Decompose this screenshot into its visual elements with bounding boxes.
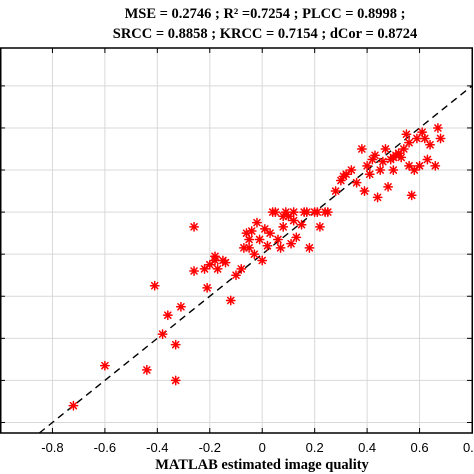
data-point (212, 263, 223, 274)
x-tick-label: 0.4 (358, 440, 376, 455)
data-point (252, 217, 262, 228)
data-point (419, 133, 430, 144)
data-point (259, 223, 270, 234)
data-point (377, 156, 388, 167)
data-point (396, 152, 407, 163)
data-point (246, 226, 257, 236)
data-point (414, 160, 425, 171)
x-tick-label: 0.6 (411, 440, 429, 455)
data-point (335, 175, 346, 186)
data-point (435, 133, 446, 144)
data-point (175, 301, 186, 312)
x-axis-label: MATLAB estimated image quality (155, 457, 369, 473)
data-point (220, 257, 231, 268)
data-point (275, 242, 286, 253)
data-point (262, 240, 273, 251)
data-point (312, 207, 323, 218)
data-point (68, 400, 79, 411)
data-point (225, 295, 236, 306)
x-tick-label: -0.4 (146, 440, 168, 455)
plot-area-background (0, 48, 472, 433)
data-point (406, 190, 417, 201)
data-point (249, 249, 260, 260)
data-point (301, 207, 312, 218)
data-point (204, 259, 215, 270)
data-point (244, 242, 255, 253)
data-point (398, 144, 409, 154)
data-point (189, 266, 199, 276)
data-point (422, 154, 433, 165)
data-point (404, 137, 415, 148)
data-point (257, 255, 268, 266)
data-point (157, 329, 168, 340)
data-point (356, 144, 367, 154)
data-point (432, 122, 443, 133)
data-point (278, 221, 289, 232)
data-point (411, 133, 422, 144)
data-point (380, 144, 391, 154)
data-point (273, 234, 283, 245)
data-point (375, 165, 386, 175)
grid (0, 48, 472, 433)
data-point (291, 232, 302, 243)
chart-title-line-1: MSE = 0.2746 ; R² =0.7254 ; PLCC = 0.899… (125, 6, 406, 22)
data-point (202, 282, 213, 293)
data-point (244, 234, 255, 245)
data-point (404, 160, 415, 171)
x-tick-label: -0.2 (199, 440, 221, 455)
data-point (149, 280, 160, 291)
x-tick-label: 0.2 (306, 440, 324, 455)
data-point (254, 234, 265, 245)
data-point (322, 207, 333, 218)
data-point (383, 181, 394, 192)
data-point (286, 238, 297, 249)
data-point (430, 160, 441, 171)
data-point (425, 139, 435, 150)
data-point (351, 177, 362, 188)
x-tick-label: -0.6 (94, 440, 116, 455)
x-tick-label: -0.8 (41, 440, 63, 455)
data-point (296, 219, 307, 230)
data-point (265, 228, 276, 239)
data-point (330, 186, 341, 197)
data-point (359, 186, 370, 197)
data-point (270, 207, 281, 218)
reference-line-group (38, 85, 473, 434)
data-point (288, 207, 299, 218)
data-point (99, 360, 110, 371)
data-point (372, 192, 383, 203)
data-point (210, 255, 220, 266)
data-point (170, 375, 181, 386)
x-axis-ticks: -0.8 -0.6 -0.4 -0.2 0 0.2 0.4 0.6 0.8 (0, 48, 474, 455)
data-point (236, 263, 247, 274)
x-tick-label: 0.8 (463, 440, 474, 455)
data-points (68, 122, 446, 411)
data-point (304, 242, 315, 253)
data-point (189, 221, 199, 232)
data-point (388, 165, 399, 175)
data-point (162, 310, 173, 321)
data-point (370, 150, 380, 161)
x-tick-label: 0 (259, 440, 266, 455)
plot-area-frame (0, 47, 473, 434)
chart-title-line-2: SRCC = 0.8858 ; KRCC = 0.7154 ; dCor = 0… (113, 26, 417, 42)
reference-line (38, 85, 473, 434)
data-point (288, 215, 299, 226)
data-point (364, 169, 375, 180)
data-point (401, 129, 412, 140)
data-point (314, 221, 325, 232)
data-point (362, 160, 373, 171)
data-point (346, 165, 357, 175)
data-point (231, 270, 241, 281)
data-point (141, 364, 152, 375)
data-point (170, 339, 181, 350)
